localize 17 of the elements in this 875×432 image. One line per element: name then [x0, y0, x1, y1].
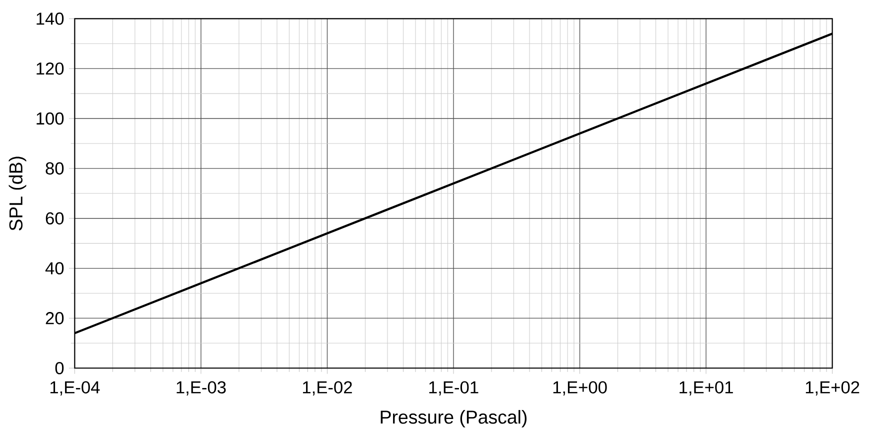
y-tick-label: 80 [46, 162, 64, 175]
y-tick-label: 40 [45, 262, 64, 274]
y-tick-label: 100 [36, 112, 64, 125]
x-tick-label: 1,E-02 [303, 381, 352, 396]
y-tick-label: 120 [36, 62, 64, 75]
y-tick-label: 140 [36, 12, 64, 25]
x-tick-label: 1,E-04 [50, 381, 100, 396]
x-tick-label: 1,E-01 [429, 381, 478, 396]
y-tick-label: 60 [46, 212, 64, 225]
y-tick-label: 20 [46, 312, 64, 324]
y-tick-label: 0 [55, 362, 64, 374]
x-axis-title: Pressure (Pascal) [380, 410, 527, 428]
y-axis-title: SPL (dB) [8, 156, 26, 230]
x-tick-label: 1,E+02 [806, 381, 860, 396]
x-tick-label: 1,E+00 [553, 381, 607, 396]
x-tick-label: 1,E+01 [680, 381, 733, 396]
x-tick-label: 1,E-03 [176, 381, 226, 396]
